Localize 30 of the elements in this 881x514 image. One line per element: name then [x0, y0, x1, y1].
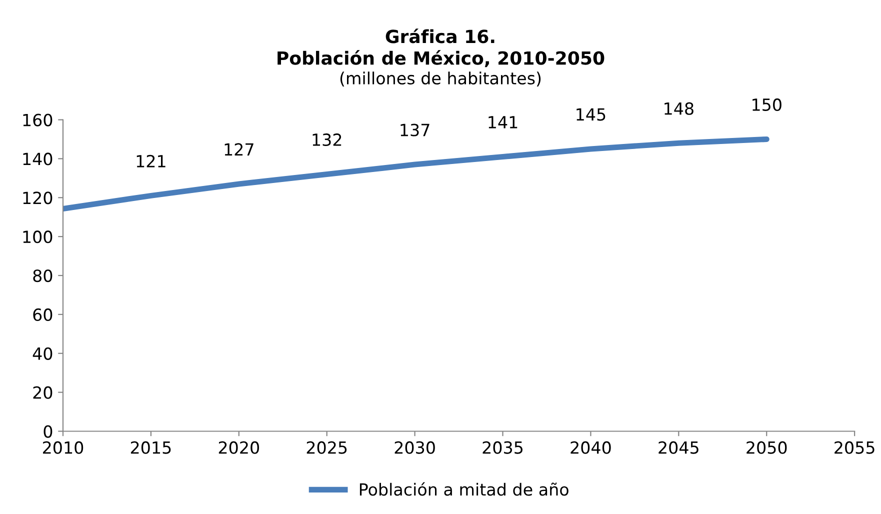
- x-tick-label: 2040: [570, 441, 611, 454]
- y-tick-label: 140: [23, 152, 52, 166]
- data-label: 127: [224, 143, 254, 156]
- legend-label: Población a mitad de año: [360, 482, 568, 496]
- data-label: 148: [664, 102, 694, 115]
- x-tick-label: 2020: [218, 441, 259, 454]
- y-tick-label: 160: [23, 114, 52, 126]
- data-label: 150: [752, 98, 782, 111]
- x-tick-label: 2015: [130, 441, 171, 454]
- x-tick-label: 2050: [746, 441, 787, 454]
- x-tick-label: 2010: [43, 441, 84, 454]
- y-tick-label: 80: [33, 269, 52, 282]
- y-tick-label: 20: [33, 386, 52, 399]
- chart-subtitle: (millones de habitantes): [340, 72, 541, 86]
- data-label: 145: [576, 108, 606, 121]
- data-label: 137: [400, 124, 430, 136]
- data-label: 132: [312, 133, 342, 146]
- x-tick-label: 2035: [482, 441, 523, 454]
- x-tick-label: 2025: [306, 441, 347, 454]
- y-tick-label: 100: [23, 230, 52, 244]
- y-tick-label: 40: [32, 347, 52, 360]
- data-label: 121: [136, 154, 166, 168]
- y-tick-label: 120: [23, 192, 52, 204]
- x-tick-label: 2055: [834, 441, 874, 454]
- y-tick-label: 60: [33, 308, 52, 322]
- y-tick-label: 0: [44, 425, 52, 438]
- x-tick-label: 2030: [394, 441, 435, 454]
- chart-title: Gráfica 16. Población de México, 2010-2050: [278, 28, 604, 68]
- x-tick-label: 2045: [658, 441, 698, 454]
- data-label: 141: [488, 116, 518, 128]
